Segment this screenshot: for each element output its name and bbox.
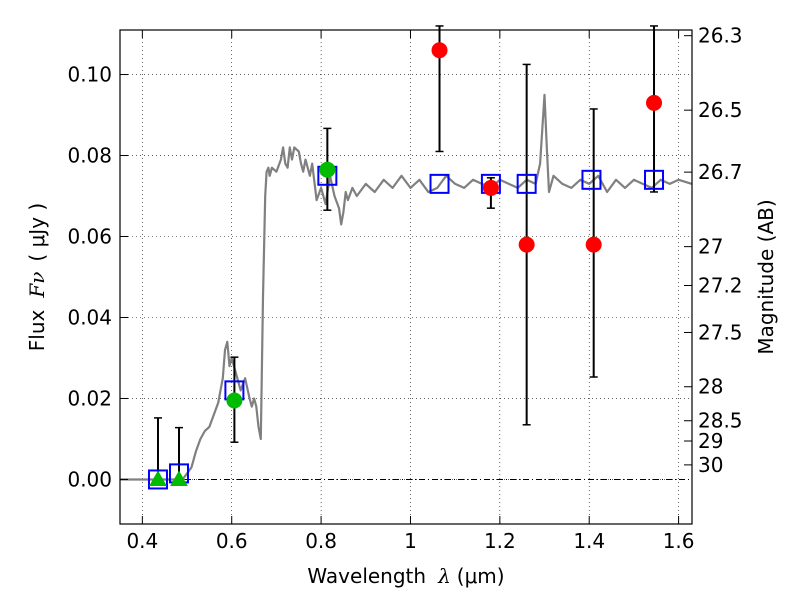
y2-tick-label: 26.7 xyxy=(698,160,743,184)
x-axis-label-symbol: λ xyxy=(437,564,451,588)
upper-limit-triangle xyxy=(170,470,188,486)
model-photometry-square xyxy=(429,173,450,194)
x-tick-label: 1.4 xyxy=(573,529,605,553)
y2-tick-label: 27.2 xyxy=(698,274,743,298)
observed-green-point xyxy=(319,161,336,178)
x-tick-label: 1.2 xyxy=(484,529,516,553)
y-tick-label: 0.04 xyxy=(67,305,112,329)
y-axis-label-unit: ( μJy ) xyxy=(25,203,49,262)
model-photometry-square xyxy=(644,169,665,190)
observed-red-point xyxy=(431,42,448,59)
y2-tick-label: 27 xyxy=(698,235,723,259)
model-photometry-square xyxy=(581,169,602,190)
y2-tick-label: 30 xyxy=(698,453,723,477)
y2-tick-label: 26.5 xyxy=(698,98,743,122)
sed-model-line xyxy=(120,93,693,481)
x-tick-label: 0.6 xyxy=(216,529,248,553)
x-tick-label: 1.6 xyxy=(663,529,695,553)
x-axis-label: Wavelength λ (μm) xyxy=(307,564,504,588)
y-tick-label: 0.00 xyxy=(67,467,112,491)
plot-area xyxy=(120,25,693,490)
observed-red-point xyxy=(482,179,499,196)
grid xyxy=(120,30,692,524)
y-tick-label: 0.02 xyxy=(67,386,112,410)
y-tick-label: 0.08 xyxy=(67,144,112,168)
y-tick-label: 0.10 xyxy=(67,63,112,87)
x-axis-label-prefix: Wavelength xyxy=(307,564,426,588)
x-axis-label-unit: (μm) xyxy=(457,564,505,588)
x-tick-label: 0.8 xyxy=(305,529,337,553)
observed-red-point xyxy=(646,94,663,111)
upper-limit-triangle xyxy=(149,470,167,486)
model-photometry-square xyxy=(516,173,537,194)
y2-tick-label: 29 xyxy=(698,429,723,453)
axis-ticks: 0.4 0.6 0.8 1 1.2 1.4 1.6 0.00 0.02 0.04 0.06 0.08 0… xyxy=(67,24,742,553)
x-tick-label: 0.4 xyxy=(126,529,158,553)
observed-red-point xyxy=(585,236,602,253)
y2-tick-label: 28 xyxy=(698,375,723,399)
y2-tick-label: 28.5 xyxy=(698,409,743,433)
y-axis-label: Flux Fν ( μJy ) xyxy=(25,203,49,351)
y-tick-label: 0.06 xyxy=(67,225,112,249)
observed-red-point xyxy=(518,236,535,253)
y-axis-label-prefix: Flux xyxy=(25,309,49,351)
y2-tick-label: 26.3 xyxy=(698,24,743,48)
y2-tick-label: 27.5 xyxy=(698,320,743,344)
y2-axis-label: Magnitude (AB) xyxy=(754,199,778,354)
observed-green-point xyxy=(226,392,243,409)
plot-frame xyxy=(119,29,693,525)
x-tick-label: 1 xyxy=(404,529,417,553)
y-axis-label-symbol: Fν xyxy=(25,272,49,299)
